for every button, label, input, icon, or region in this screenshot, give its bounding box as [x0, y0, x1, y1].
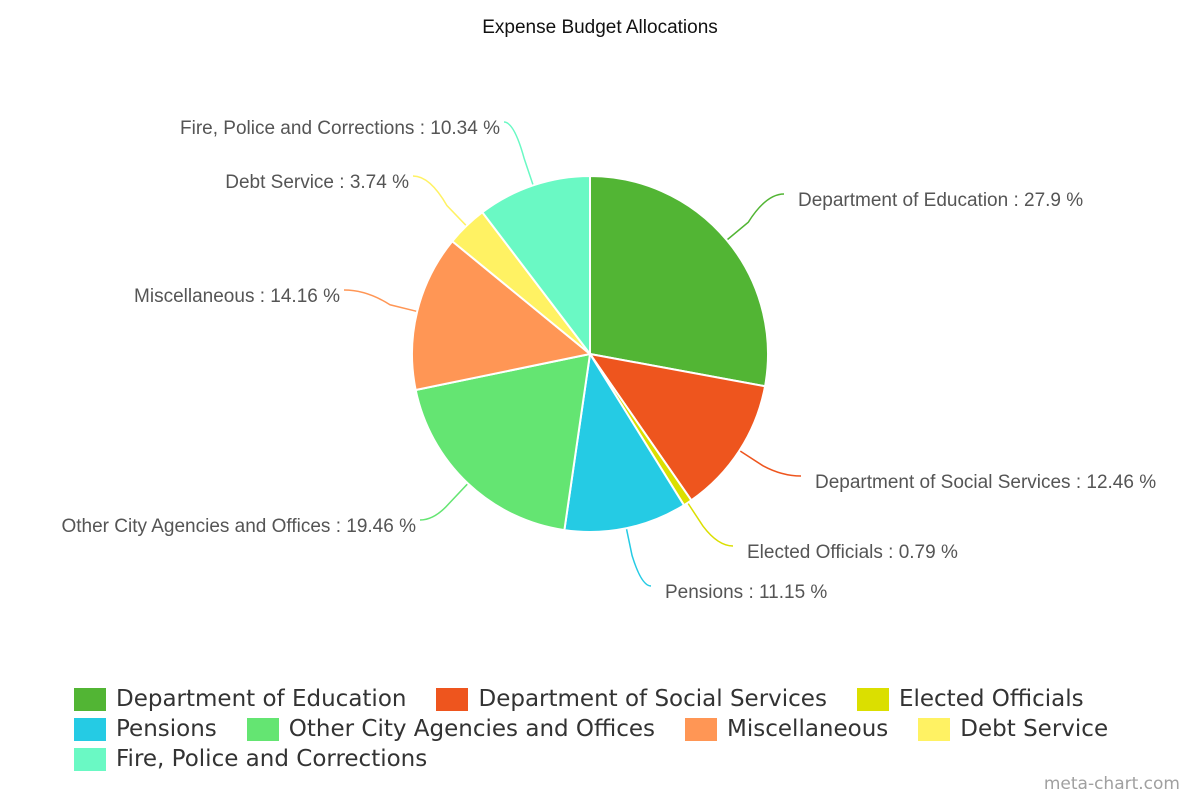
- legend-label: Miscellaneous: [727, 716, 889, 742]
- label-connector: [625, 526, 652, 587]
- pie-slice-department-of-social-services[interactable]: [589, 353, 767, 502]
- legend-item[interactable]: Miscellaneous: [685, 716, 888, 742]
- label-connector: [503, 121, 535, 188]
- slice-data-label: Fire, Police and Corrections : 10.34 %: [180, 118, 500, 139]
- legend-label: Department of Social Services: [478, 686, 827, 712]
- label-connector: [737, 448, 802, 477]
- slice-data-label: Miscellaneous : 14.16 %: [134, 286, 340, 307]
- legend-item[interactable]: Other City Agencies and Offices: [246, 716, 656, 742]
- label-connector: [419, 481, 470, 521]
- credit-text[interactable]: meta-chart.com: [1043, 774, 1180, 794]
- pie-slice-department-of-education[interactable]: [589, 175, 769, 388]
- legend-item[interactable]: Department of Social Services: [436, 686, 827, 712]
- legend-swatch: [856, 687, 889, 711]
- slice-data-label: Department of Social Services : 12.46 %: [815, 472, 1156, 493]
- legend-item[interactable]: Department of Education: [74, 686, 406, 712]
- slice-data-label: Department of Education : 27.9 %: [798, 190, 1083, 211]
- chart-title: Expense Budget Allocations: [482, 17, 718, 38]
- legend-swatch: [74, 747, 106, 771]
- slice-data-label: Other City Agencies and Offices : 19.46 …: [61, 516, 416, 537]
- legend: Department of Education Department of Soc…: [74, 686, 1184, 772]
- pie-slice-other-city-agencies-and-offices[interactable]: [414, 353, 591, 532]
- legend-label: Elected Officials: [898, 686, 1084, 712]
- legend-item[interactable]: Fire, Police and Corrections: [74, 746, 427, 772]
- label-connector: [343, 289, 420, 313]
- label-connector: [724, 193, 785, 242]
- pie-slice-miscellaneous[interactable]: [411, 240, 591, 391]
- legend-label: Debt Service: [960, 716, 1109, 742]
- legend-label: Pensions: [116, 716, 217, 742]
- legend-swatch: [918, 717, 951, 741]
- label-connector: [685, 500, 734, 547]
- legend-swatch: [74, 687, 106, 711]
- legend-item[interactable]: Debt Service: [918, 716, 1108, 742]
- slice-data-label: Elected Officials : 0.79 %: [747, 542, 958, 563]
- legend-swatch: [246, 717, 279, 741]
- legend-item[interactable]: Elected Officials: [856, 686, 1084, 712]
- slice-data-label: Debt Service : 3.74 %: [225, 172, 409, 193]
- legend-item[interactable]: Pensions: [74, 716, 217, 742]
- legend-label: Department of Education: [116, 686, 407, 712]
- legend-label: Fire, Police and Corrections: [116, 746, 428, 772]
- pie-slice-pensions[interactable]: [563, 353, 685, 533]
- legend-label: Other City Agencies and Offices: [288, 716, 656, 742]
- legend-swatch: [74, 717, 106, 741]
- legend-swatch: [436, 687, 469, 711]
- label-connector: [412, 175, 469, 228]
- pie-slice-fire-police-and-corrections[interactable]: [481, 175, 591, 355]
- legend-swatch: [685, 717, 718, 741]
- slice-data-label: Pensions : 11.15 %: [665, 582, 827, 603]
- pie-chart: Department of Education : 27.9 % Departme…: [61, 118, 1156, 603]
